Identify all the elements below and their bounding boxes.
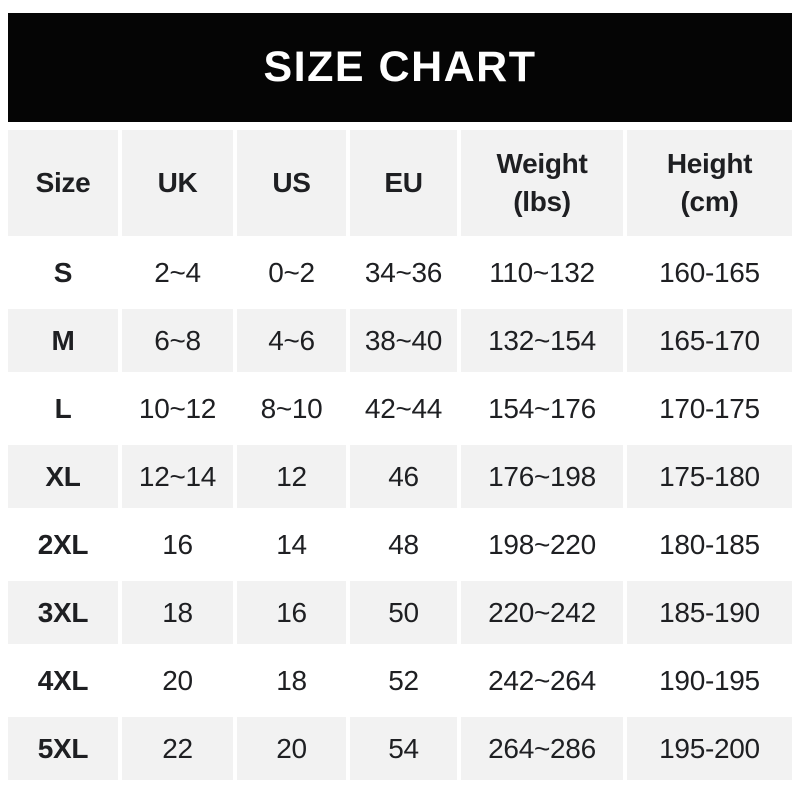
height-cell: 195-200 bbox=[627, 717, 792, 780]
eu-cell: 50 bbox=[350, 581, 457, 644]
height-cell: 175-180 bbox=[627, 445, 792, 508]
uk-cell: 16 bbox=[122, 513, 233, 576]
us-cell: 0~2 bbox=[237, 241, 346, 304]
table-row-2xl: 2XL 16 14 48 198~220 180-185 bbox=[8, 513, 792, 576]
table-row-4xl: 4XL 20 18 52 242~264 190-195 bbox=[8, 649, 792, 712]
title-banner: SIZE CHART bbox=[8, 13, 792, 122]
uk-cell: 12~14 bbox=[122, 445, 233, 508]
uk-cell: 22 bbox=[122, 717, 233, 780]
height-cell: 160-165 bbox=[627, 241, 792, 304]
table-row-l: L 10~12 8~10 42~44 154~176 170-175 bbox=[8, 377, 792, 440]
page-title: SIZE CHART bbox=[263, 43, 537, 91]
size-cell: 2XL bbox=[8, 513, 118, 576]
us-cell: 8~10 bbox=[237, 377, 346, 440]
column-header-us: US bbox=[237, 130, 346, 236]
column-header-eu: EU bbox=[350, 130, 457, 236]
eu-cell: 46 bbox=[350, 445, 457, 508]
header-row: Size UK US EU Weight (lbs) Height (cm) bbox=[8, 130, 792, 236]
weight-cell: 110~132 bbox=[461, 241, 623, 304]
height-cell: 185-190 bbox=[627, 581, 792, 644]
size-cell: 5XL bbox=[8, 717, 118, 780]
table-row-s: S 2~4 0~2 34~36 110~132 160-165 bbox=[8, 241, 792, 304]
column-header-size: Size bbox=[8, 130, 118, 236]
us-cell: 20 bbox=[237, 717, 346, 780]
size-table: Size UK US EU Weight (lbs) Height (cm) S… bbox=[8, 130, 792, 780]
weight-cell: 220~242 bbox=[461, 581, 623, 644]
height-cell: 165-170 bbox=[627, 309, 792, 372]
uk-cell: 20 bbox=[122, 649, 233, 712]
table-row-3xl: 3XL 18 16 50 220~242 185-190 bbox=[8, 581, 792, 644]
us-cell: 4~6 bbox=[237, 309, 346, 372]
us-cell: 14 bbox=[237, 513, 346, 576]
weight-cell: 264~286 bbox=[461, 717, 623, 780]
eu-cell: 48 bbox=[350, 513, 457, 576]
weight-cell: 242~264 bbox=[461, 649, 623, 712]
column-header-uk: UK bbox=[122, 130, 233, 236]
size-cell: XL bbox=[8, 445, 118, 508]
uk-cell: 6~8 bbox=[122, 309, 233, 372]
uk-cell: 2~4 bbox=[122, 241, 233, 304]
eu-cell: 52 bbox=[350, 649, 457, 712]
size-cell: S bbox=[8, 241, 118, 304]
size-cell: L bbox=[8, 377, 118, 440]
size-cell: 3XL bbox=[8, 581, 118, 644]
table-row-xl: XL 12~14 12 46 176~198 175-180 bbox=[8, 445, 792, 508]
table-row-m: M 6~8 4~6 38~40 132~154 165-170 bbox=[8, 309, 792, 372]
weight-cell: 154~176 bbox=[461, 377, 623, 440]
column-header-weight: Weight (lbs) bbox=[461, 130, 623, 236]
us-cell: 16 bbox=[237, 581, 346, 644]
uk-cell: 10~12 bbox=[122, 377, 233, 440]
height-cell: 180-185 bbox=[627, 513, 792, 576]
eu-cell: 54 bbox=[350, 717, 457, 780]
us-cell: 18 bbox=[237, 649, 346, 712]
weight-cell: 176~198 bbox=[461, 445, 623, 508]
size-cell: M bbox=[8, 309, 118, 372]
eu-cell: 42~44 bbox=[350, 377, 457, 440]
weight-cell: 132~154 bbox=[461, 309, 623, 372]
uk-cell: 18 bbox=[122, 581, 233, 644]
eu-cell: 38~40 bbox=[350, 309, 457, 372]
us-cell: 12 bbox=[237, 445, 346, 508]
size-cell: 4XL bbox=[8, 649, 118, 712]
height-cell: 170-175 bbox=[627, 377, 792, 440]
height-cell: 190-195 bbox=[627, 649, 792, 712]
weight-cell: 198~220 bbox=[461, 513, 623, 576]
table-row-5xl: 5XL 22 20 54 264~286 195-200 bbox=[8, 717, 792, 780]
eu-cell: 34~36 bbox=[350, 241, 457, 304]
column-header-height: Height (cm) bbox=[627, 130, 792, 236]
